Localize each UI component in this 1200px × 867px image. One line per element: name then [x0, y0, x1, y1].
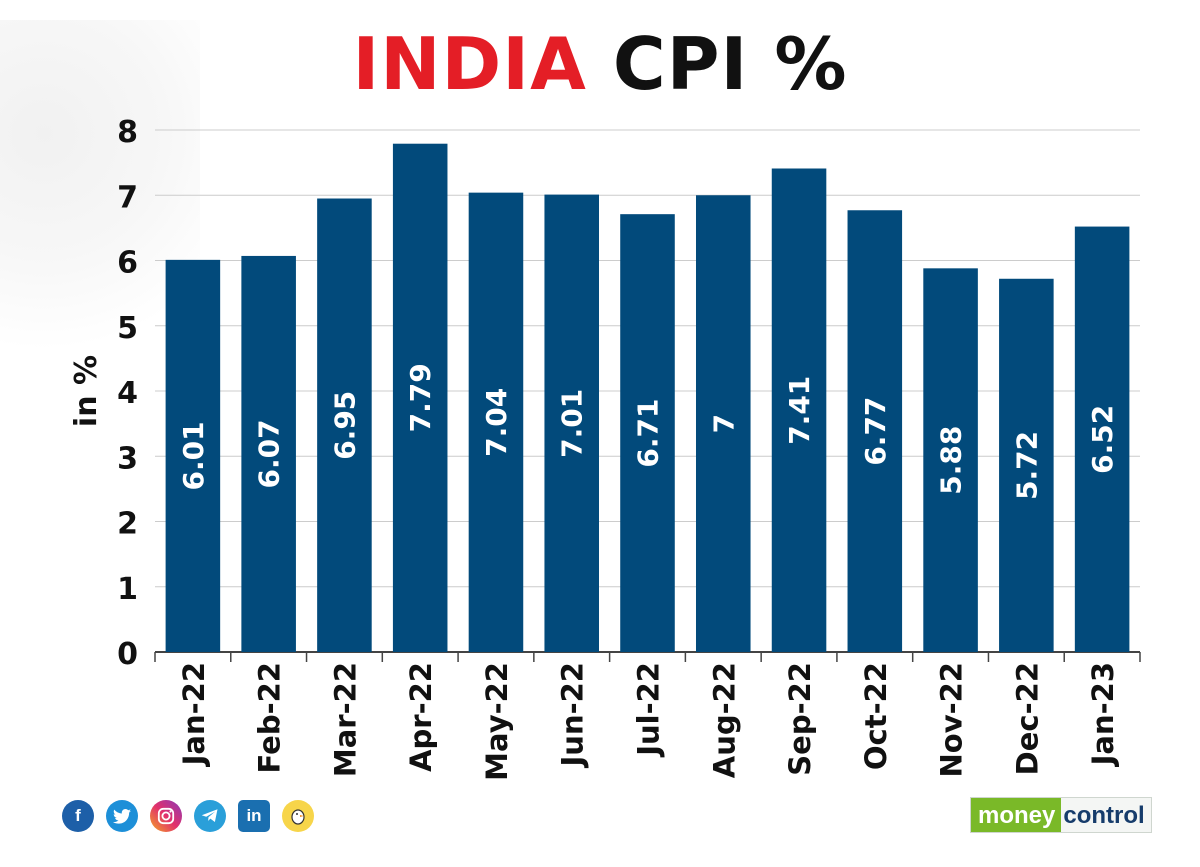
twitter-icon[interactable] [106, 800, 138, 832]
data-label: 6.77 [859, 397, 892, 466]
koo-icon[interactable] [282, 800, 314, 832]
title-cpi: CPI % [612, 22, 848, 106]
x-tick-label: Jun-22 [556, 662, 590, 768]
x-tick-label: Apr-22 [404, 662, 438, 772]
bar [544, 194, 600, 652]
bar [847, 210, 903, 652]
data-label: 7.01 [556, 389, 589, 458]
bar [241, 255, 296, 652]
x-tick-label: Jan-23 [1086, 662, 1120, 767]
y-tick-label: 5 [117, 311, 138, 346]
brand-money: money [971, 798, 1062, 832]
y-tick-label: 4 [117, 376, 138, 411]
data-label: 6.95 [328, 391, 361, 460]
data-label: 7.41 [783, 376, 816, 445]
data-label: 6.01 [177, 421, 210, 490]
y-tick-label: 6 [117, 246, 138, 281]
y-axis-label: in % [69, 355, 104, 427]
x-tick-label: Jul-22 [632, 662, 666, 758]
bar [165, 259, 221, 652]
telegram-icon[interactable] [194, 800, 226, 832]
x-tick-label: Dec-22 [1010, 662, 1044, 775]
bar [695, 195, 751, 652]
y-tick-label: 0 [117, 637, 138, 672]
brand-control: control [1061, 798, 1151, 832]
x-tick-label: May-22 [480, 662, 514, 781]
x-tick-label: Mar-22 [328, 662, 362, 777]
chart-title: INDIA CPI % [0, 28, 1200, 100]
data-label: 6.52 [1086, 405, 1119, 474]
moneycontrol-logo: money control [970, 797, 1152, 833]
social-icons: f in [62, 800, 314, 832]
bar [620, 214, 675, 653]
bar [317, 198, 372, 652]
bar [392, 143, 448, 652]
bar [1074, 226, 1130, 652]
bar [999, 278, 1054, 652]
y-tick-label: 1 [117, 572, 138, 607]
x-tick-label: Aug-22 [707, 662, 741, 778]
y-tick-label: 3 [117, 441, 138, 476]
x-tick-label: Nov-22 [935, 662, 969, 778]
data-label: 5.88 [935, 426, 968, 495]
x-tick-label: Feb-22 [253, 662, 287, 773]
data-label: 5.72 [1010, 431, 1043, 500]
data-label: 6.71 [632, 399, 665, 468]
bar [468, 192, 524, 652]
y-tick-label: 8 [117, 115, 138, 150]
linkedin-icon[interactable]: in [238, 800, 270, 832]
data-label: 7.04 [480, 388, 513, 457]
y-tick-label: 2 [117, 507, 138, 542]
y-tick-label: 7 [117, 180, 138, 215]
title-india: INDIA [352, 22, 587, 106]
instagram-icon[interactable] [150, 800, 182, 832]
data-label: 7.79 [404, 363, 437, 432]
facebook-icon[interactable]: f [62, 800, 94, 832]
x-tick-label: Jan-22 [177, 662, 211, 767]
bar [923, 268, 978, 652]
x-tick-label: Oct-22 [859, 662, 893, 770]
data-label: 6.07 [253, 419, 286, 488]
data-label: 7 [707, 414, 740, 433]
x-tick-label: Sep-22 [783, 662, 817, 776]
bar [771, 168, 827, 652]
